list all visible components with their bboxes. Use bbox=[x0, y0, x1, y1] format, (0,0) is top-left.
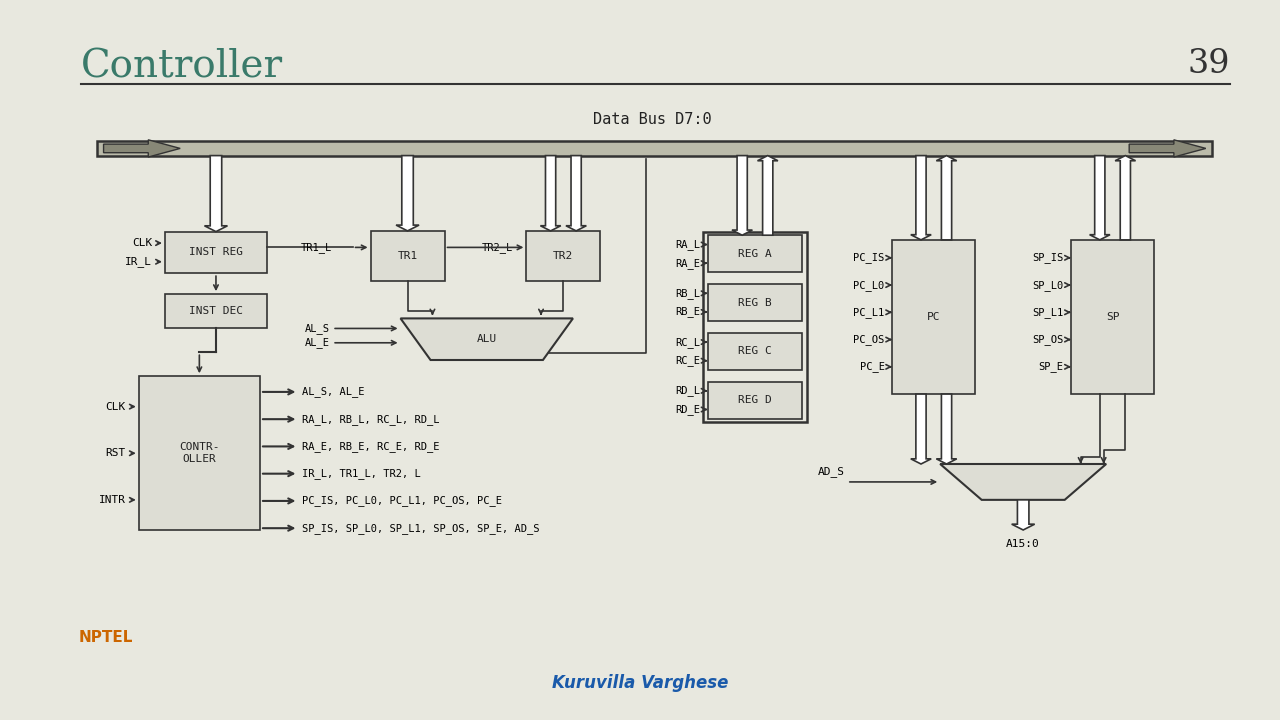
Text: INTR: INTR bbox=[99, 495, 125, 505]
FancyBboxPatch shape bbox=[97, 141, 1212, 156]
Text: SP: SP bbox=[1106, 312, 1119, 322]
Text: SP_IS: SP_IS bbox=[1032, 252, 1064, 264]
Text: PC_OS: PC_OS bbox=[854, 334, 884, 345]
Text: SP_E: SP_E bbox=[1038, 361, 1064, 372]
Text: SP_L1: SP_L1 bbox=[1032, 307, 1064, 318]
Text: SP_L0: SP_L0 bbox=[1032, 279, 1064, 290]
Text: TR2_L: TR2_L bbox=[481, 242, 512, 253]
Text: RA_E, RB_E, RC_E, RD_E: RA_E, RB_E, RC_E, RD_E bbox=[302, 441, 439, 452]
Text: REG D: REG D bbox=[739, 395, 772, 405]
Polygon shape bbox=[911, 394, 932, 464]
Polygon shape bbox=[936, 394, 956, 464]
Text: 39: 39 bbox=[1188, 48, 1230, 80]
Polygon shape bbox=[566, 156, 586, 231]
Polygon shape bbox=[205, 156, 228, 232]
Text: REG A: REG A bbox=[739, 249, 772, 259]
Polygon shape bbox=[1129, 140, 1206, 157]
Text: PC_IS, PC_L0, PC_L1, PC_OS, PC_E: PC_IS, PC_L0, PC_L1, PC_OS, PC_E bbox=[302, 495, 502, 506]
Text: RB_E: RB_E bbox=[675, 307, 700, 318]
Text: RC_E: RC_E bbox=[675, 355, 700, 366]
Polygon shape bbox=[401, 318, 573, 360]
Polygon shape bbox=[732, 156, 753, 235]
Text: A15:0: A15:0 bbox=[1006, 539, 1041, 549]
Text: CLK: CLK bbox=[132, 238, 152, 248]
Polygon shape bbox=[540, 156, 561, 231]
Text: Data Bus D7:0: Data Bus D7:0 bbox=[594, 112, 712, 127]
Text: PC_L1: PC_L1 bbox=[854, 307, 884, 318]
FancyBboxPatch shape bbox=[708, 235, 803, 272]
Polygon shape bbox=[1089, 156, 1110, 240]
Text: PC_IS: PC_IS bbox=[854, 252, 884, 264]
Text: RST: RST bbox=[106, 449, 125, 458]
Text: RD_E: RD_E bbox=[675, 404, 700, 415]
FancyBboxPatch shape bbox=[526, 231, 600, 281]
Text: RA_L, RB_L, RC_L, RD_L: RA_L, RB_L, RC_L, RD_L bbox=[302, 414, 439, 425]
FancyBboxPatch shape bbox=[708, 284, 803, 321]
Polygon shape bbox=[936, 156, 956, 240]
Text: ALU: ALU bbox=[476, 334, 497, 344]
Text: Controller: Controller bbox=[81, 48, 283, 85]
Text: CLK: CLK bbox=[106, 402, 125, 412]
FancyBboxPatch shape bbox=[708, 382, 803, 419]
Text: REG C: REG C bbox=[739, 346, 772, 356]
Text: RD_L: RD_L bbox=[675, 385, 700, 396]
FancyBboxPatch shape bbox=[138, 376, 260, 531]
Text: NPTEL: NPTEL bbox=[79, 630, 133, 645]
Text: PC: PC bbox=[927, 312, 941, 322]
Text: PC_L0: PC_L0 bbox=[854, 279, 884, 290]
Text: RC_L: RC_L bbox=[675, 337, 700, 348]
FancyBboxPatch shape bbox=[708, 333, 803, 370]
Text: INST REG: INST REG bbox=[189, 248, 243, 258]
Polygon shape bbox=[396, 156, 419, 231]
Text: TR1_L: TR1_L bbox=[301, 242, 333, 253]
Text: RA_L: RA_L bbox=[675, 239, 700, 250]
Polygon shape bbox=[758, 156, 778, 235]
Text: AL_E: AL_E bbox=[305, 338, 330, 348]
Text: RB_L: RB_L bbox=[675, 288, 700, 299]
FancyBboxPatch shape bbox=[1071, 240, 1155, 394]
Text: TR2: TR2 bbox=[553, 251, 573, 261]
Text: SP_OS: SP_OS bbox=[1032, 334, 1064, 345]
Polygon shape bbox=[1115, 156, 1135, 240]
FancyBboxPatch shape bbox=[892, 240, 975, 394]
Text: REG B: REG B bbox=[739, 297, 772, 307]
Polygon shape bbox=[1011, 500, 1034, 530]
Text: CONTR-
OLLER: CONTR- OLLER bbox=[179, 442, 220, 464]
Text: IR_L, TR1_L, TR2, L: IR_L, TR1_L, TR2, L bbox=[302, 468, 421, 479]
Text: IR_L: IR_L bbox=[125, 256, 152, 267]
FancyBboxPatch shape bbox=[165, 294, 268, 328]
Text: RA_E: RA_E bbox=[675, 258, 700, 269]
Polygon shape bbox=[940, 464, 1106, 500]
Text: AL_S: AL_S bbox=[305, 323, 330, 334]
FancyBboxPatch shape bbox=[165, 232, 268, 273]
Polygon shape bbox=[104, 140, 180, 157]
Text: Kuruvilla Varghese: Kuruvilla Varghese bbox=[552, 674, 728, 692]
Text: AD_S: AD_S bbox=[818, 466, 845, 477]
Text: AL_S, AL_E: AL_S, AL_E bbox=[302, 387, 365, 397]
Text: PC_E: PC_E bbox=[860, 361, 884, 372]
Text: INST DEC: INST DEC bbox=[189, 306, 243, 316]
Polygon shape bbox=[911, 156, 932, 240]
Text: TR1: TR1 bbox=[397, 251, 417, 261]
FancyBboxPatch shape bbox=[370, 231, 444, 281]
Text: SP_IS, SP_L0, SP_L1, SP_OS, SP_E, AD_S: SP_IS, SP_L0, SP_L1, SP_OS, SP_E, AD_S bbox=[302, 523, 540, 534]
